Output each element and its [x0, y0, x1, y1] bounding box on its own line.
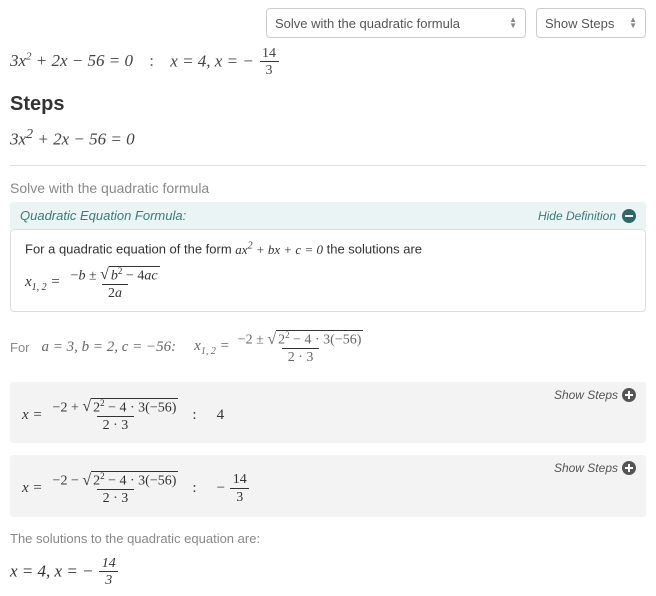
restated-equation: 3x2 + 2x − 56 = 0	[10, 126, 646, 160]
steps-select-label: Show Steps	[545, 16, 614, 31]
final-solution: x = 4, x = − 143	[10, 556, 646, 589]
quadratic-formula: x1, 2 = −b ± √b2 − 4ac 2a	[25, 266, 631, 301]
stepper-icon: ▲▼	[509, 17, 517, 29]
method-select-label: Solve with the quadratic formula	[275, 16, 460, 31]
final-den: 3	[99, 571, 118, 588]
sol2-den: 3	[260, 61, 279, 78]
stepper-icon: ▲▼	[629, 17, 637, 29]
p2-num-pre: −2 −	[53, 474, 83, 489]
definition-header-left: Quadratic Equation Formula:	[20, 208, 186, 223]
final-num: 14	[98, 556, 120, 571]
formula-sub: 1, 2	[32, 282, 47, 293]
show-steps-toggle-1[interactable]: Show Steps	[554, 388, 636, 402]
for-sub: 1, 2	[201, 346, 216, 357]
steps-heading: Steps	[10, 93, 646, 116]
hide-definition-label: Hide Definition	[538, 209, 616, 223]
panel1-equation: x = −2 + √22 − 4 · 3(−56) 2 · 3 : 4	[22, 398, 634, 433]
panel2-equation: x = −2 − √22 − 4 · 3(−56) 2 · 3 : − 143	[22, 471, 634, 506]
p2-res-den: 3	[230, 488, 249, 505]
def-prefix: For a quadratic equation of the form	[25, 242, 235, 257]
definition-box: For a quadratic equation of the form ax2…	[10, 229, 646, 312]
p1-result: 4	[217, 407, 225, 424]
divider	[10, 165, 646, 166]
plus-icon	[622, 388, 636, 402]
step-panel-2: Show Steps x = −2 − √22 − 4 · 3(−56) 2 ·…	[10, 455, 646, 516]
steps-select[interactable]: Show Steps ▲▼	[536, 8, 646, 38]
for-den: 2 · 3	[282, 348, 320, 365]
p1-den: 2 · 3	[97, 416, 135, 433]
method-title: Solve with the quadratic formula	[10, 180, 646, 196]
definition-text: For a quadratic equation of the form ax2…	[25, 240, 631, 257]
p1-num-pre: −2 +	[53, 400, 83, 415]
show-steps-label: Show Steps	[554, 461, 618, 475]
p2-res-num: 14	[229, 472, 251, 487]
plus-icon	[622, 461, 636, 475]
definition-header: Quadratic Equation Formula: Hide Definit…	[10, 202, 646, 229]
p2-den: 2 · 3	[97, 489, 135, 506]
hide-definition-toggle[interactable]: Hide Definition	[538, 209, 636, 223]
conclusion-text: The solutions to the quadratic equation …	[10, 531, 646, 546]
for-num-pre: −2 ±	[238, 333, 268, 348]
show-steps-label: Show Steps	[554, 388, 618, 402]
sol2-num: 14	[258, 46, 280, 61]
for-label: For	[10, 340, 30, 355]
substitution-line: For a = 3, b = 2, c = −56: x1, 2 = −2 ± …	[10, 330, 646, 365]
step-panel-1: Show Steps x = −2 + √22 − 4 · 3(−56) 2 ·…	[10, 382, 646, 443]
show-steps-toggle-2[interactable]: Show Steps	[554, 461, 636, 475]
method-select[interactable]: Solve with the quadratic formula ▲▼	[266, 8, 526, 38]
summary-equation: 3x2 + 2x − 56 = 0 : x = 4, x = − 143	[10, 46, 646, 79]
minus-icon	[622, 209, 636, 223]
top-controls: Solve with the quadratic formula ▲▼ Show…	[10, 8, 646, 38]
def-suffix: the solutions are	[327, 242, 422, 257]
